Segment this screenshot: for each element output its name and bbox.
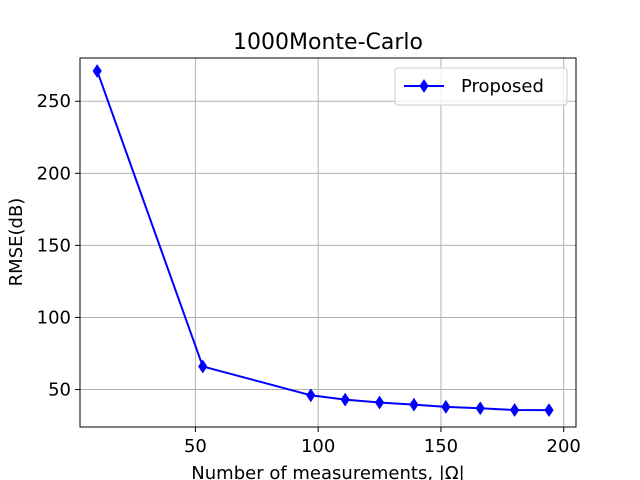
data-point bbox=[92, 64, 102, 78]
x-axis-label: Number of measurements, |Ω| bbox=[191, 463, 464, 480]
y-tick-label: 150 bbox=[37, 235, 71, 256]
y-tick-label: 250 bbox=[37, 91, 71, 112]
tick-layer: 50 100 150 200 50 100 150 200 250 bbox=[37, 91, 581, 457]
data-point bbox=[510, 403, 520, 417]
grid bbox=[80, 58, 576, 427]
legend-marker bbox=[419, 79, 429, 93]
x-tick-label: 200 bbox=[547, 436, 581, 457]
data-point bbox=[409, 397, 419, 412]
series-layer bbox=[92, 64, 554, 418]
data-point bbox=[198, 359, 208, 374]
data-point bbox=[306, 388, 316, 403]
data-point bbox=[441, 399, 451, 414]
series-line bbox=[96, 70, 549, 412]
y-tick-label: 200 bbox=[37, 163, 71, 184]
chart-title: 1000Monte-Carlo bbox=[233, 30, 423, 55]
data-point bbox=[475, 401, 485, 416]
legend: Proposed bbox=[394, 67, 568, 106]
x-tick-label: 100 bbox=[301, 436, 335, 457]
x-tick-label: 150 bbox=[424, 436, 458, 457]
data-point bbox=[340, 392, 350, 407]
y-tick-label: 100 bbox=[37, 307, 71, 328]
y-axis-label: RMSE(dB) bbox=[6, 198, 27, 287]
plot-frame bbox=[79, 57, 577, 428]
data-point bbox=[374, 395, 385, 410]
y-tick-label: 50 bbox=[48, 380, 71, 401]
legend-label: Proposed bbox=[461, 76, 544, 97]
x-tick-label: 50 bbox=[184, 436, 207, 457]
data-point bbox=[544, 403, 554, 418]
legend-box bbox=[394, 67, 568, 106]
